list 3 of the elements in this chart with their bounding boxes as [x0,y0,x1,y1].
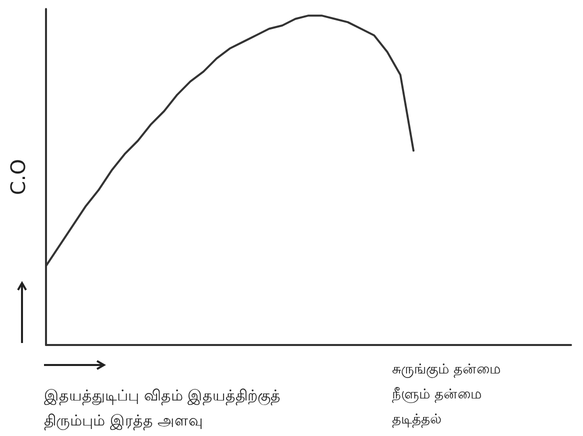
text: சுருங்கும் தன்மை நீளும் தன்மை தடித்தல் [392,362,500,428]
y-axis-title: C.O [6,158,30,196]
x-axis-title: இதயத்துடிப்பு விதம் இதயத்திற்குத் திரும்பும் இரத்த அளவு [44,386,281,430]
